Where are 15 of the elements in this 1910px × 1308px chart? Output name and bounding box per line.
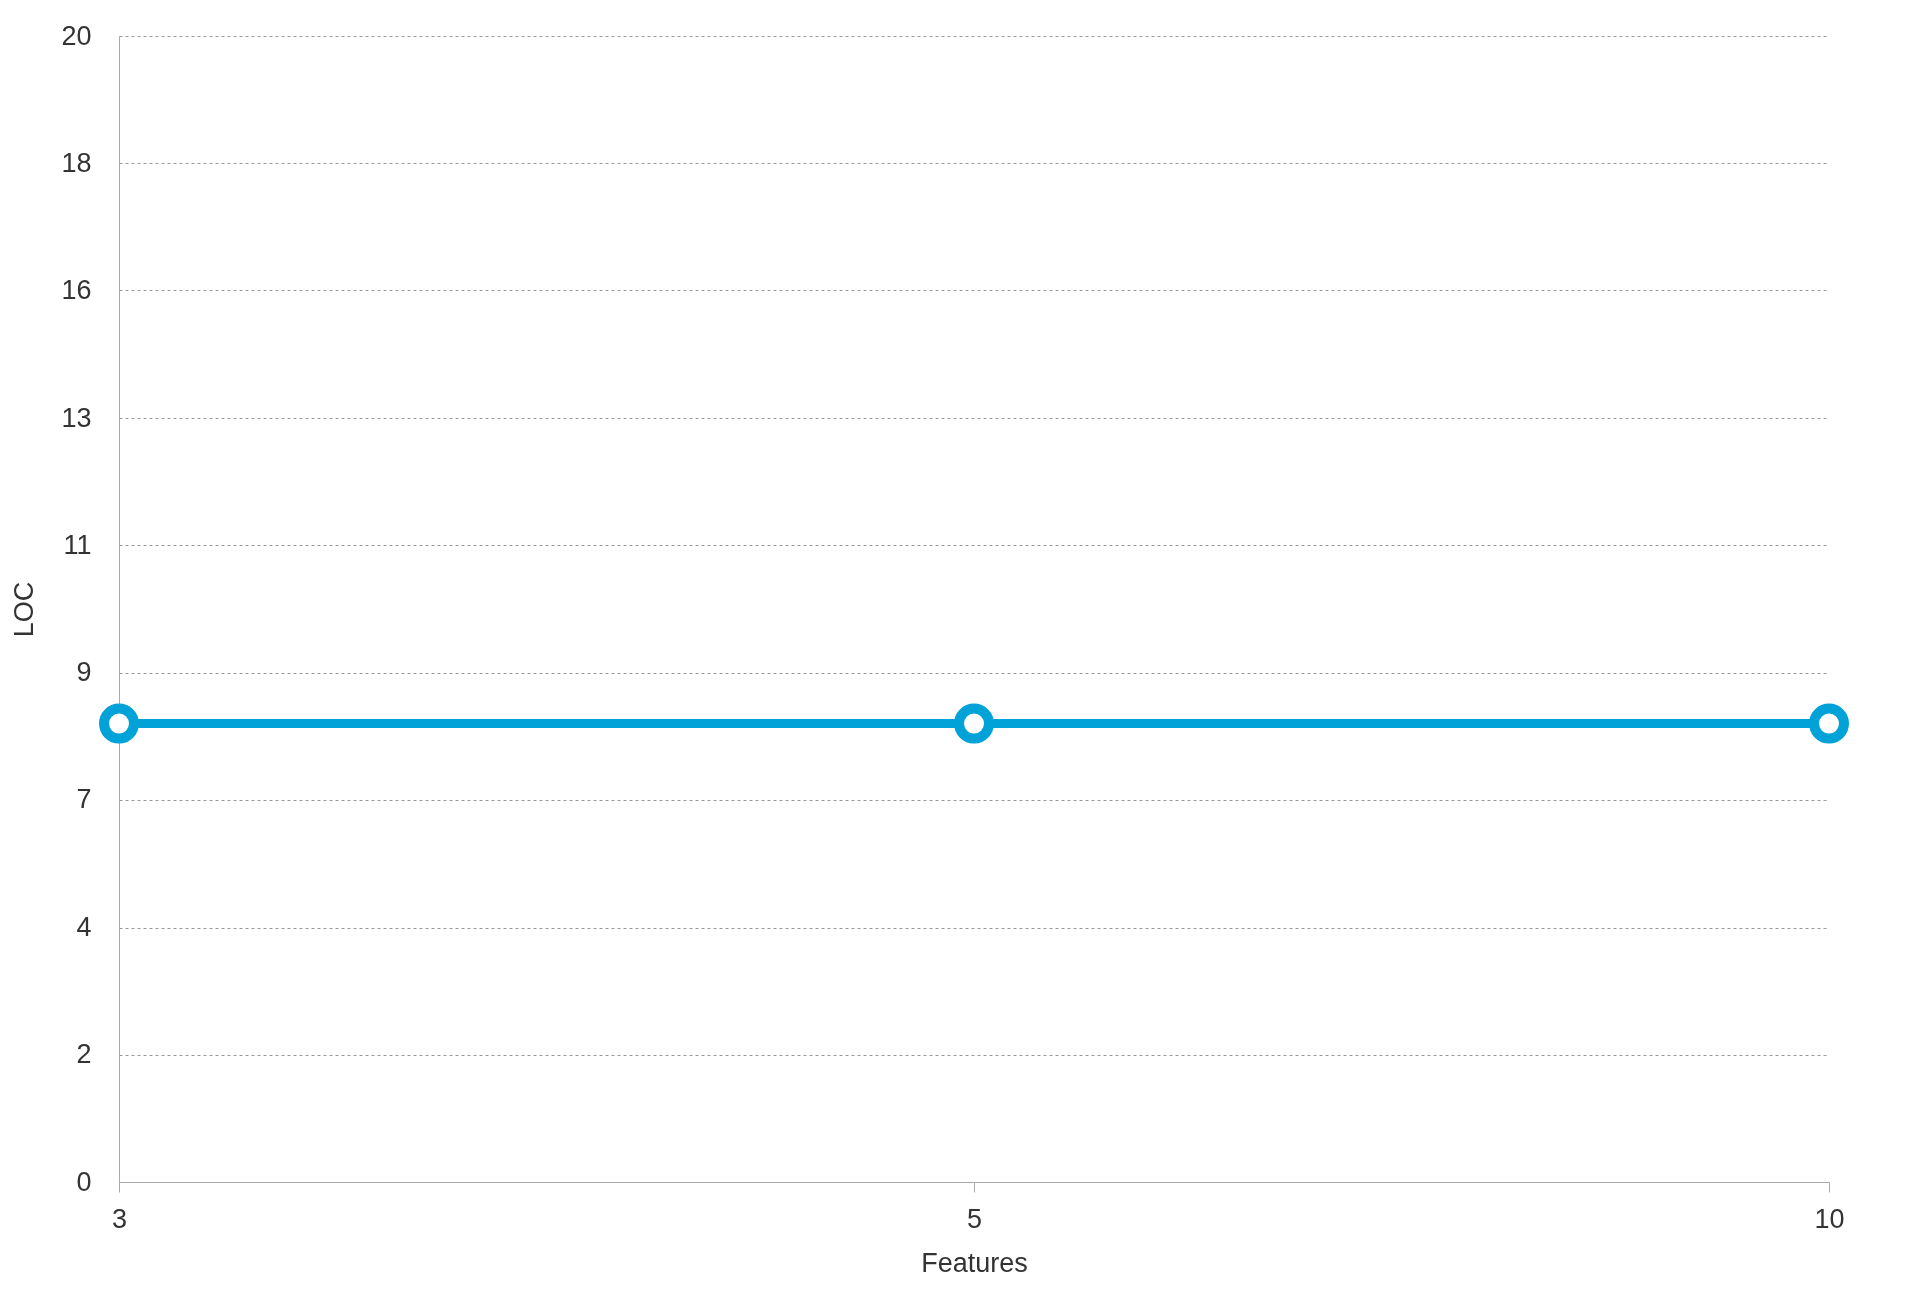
y-tick-label: 4 — [76, 912, 92, 943]
y-axis-title: LOC — [9, 581, 40, 638]
x-tick-label: 3 — [111, 1203, 128, 1234]
y-tick-label: 9 — [76, 657, 92, 688]
x-axis-title: Features — [921, 1247, 1028, 1278]
x-tick-label: 10 — [1814, 1203, 1845, 1234]
y-tick-label: 7 — [76, 784, 92, 815]
y-tick-label: 0 — [76, 1166, 92, 1197]
y-tick-label: 18 — [61, 147, 92, 178]
y-tick-label: 11 — [63, 529, 92, 560]
y-tick-label: 20 — [61, 20, 92, 51]
x-tick-label: 5 — [966, 1203, 983, 1234]
y-tick-label: 2 — [76, 1039, 92, 1070]
y-tick-label: 13 — [61, 402, 92, 433]
y-tick-label: 16 — [61, 274, 92, 305]
